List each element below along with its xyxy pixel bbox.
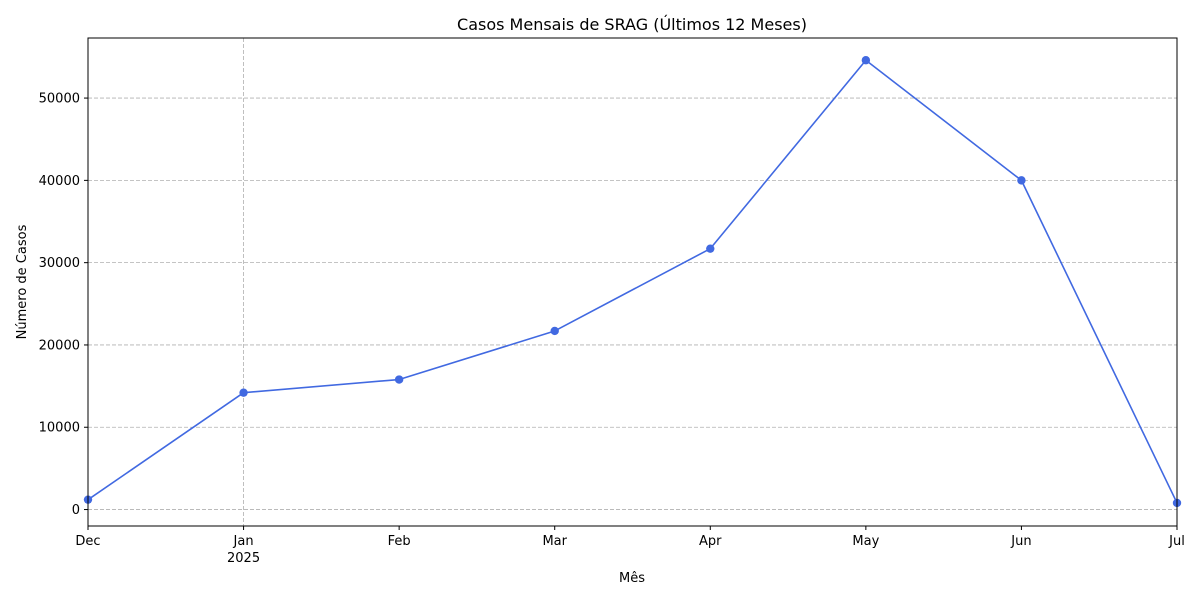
grid: [88, 38, 1177, 526]
data-point: [1017, 176, 1026, 185]
series-line: [87, 59, 1178, 504]
x-axis: Dec Jan 2025 Feb Mar Apr May Jun Jul: [75, 526, 1185, 566]
data-point: [394, 375, 404, 384]
data-point: [239, 388, 248, 397]
x-tick-year-label: 2025: [227, 551, 260, 566]
y-axis: 0 10000 20000 30000 40000 50000: [39, 92, 88, 518]
y-tick-label: 0: [72, 503, 80, 518]
y-tick-label: 50000: [39, 92, 80, 107]
x-tick-label: Jun: [1010, 534, 1031, 549]
x-tick-label: Feb: [388, 534, 411, 549]
data-point: [550, 326, 559, 336]
plot-frame: [87, 37, 1178, 527]
x-axis-title: Mês: [619, 571, 645, 586]
chart-title: Casos Mensais de SRAG (Últimos 12 Meses): [457, 15, 807, 34]
x-tick-label: Mar: [542, 534, 567, 549]
y-tick-label: 30000: [39, 256, 80, 271]
y-tick-label: 40000: [39, 174, 80, 189]
x-tick-label: Apr: [699, 534, 722, 549]
y-tick-label: 10000: [39, 421, 80, 436]
x-tick-label: Jan: [233, 534, 254, 549]
x-tick-label: Dec: [75, 534, 100, 549]
y-axis-title: Número de Casos: [15, 224, 30, 339]
x-tick-label: Jul: [1168, 534, 1185, 549]
data-point: [706, 244, 715, 253]
data-point: [861, 56, 871, 65]
y-tick-label: 20000: [39, 338, 80, 353]
x-tick-label: May: [852, 534, 879, 549]
